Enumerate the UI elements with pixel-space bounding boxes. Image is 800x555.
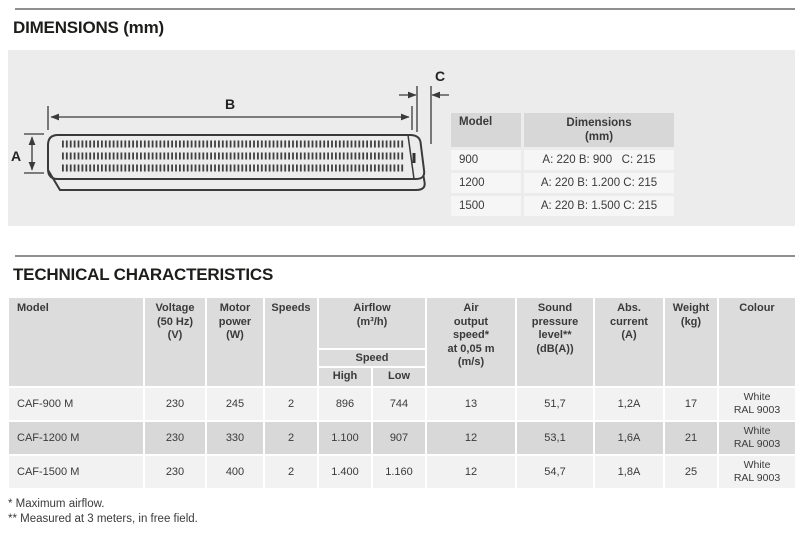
motor-power-value: 400	[207, 456, 263, 488]
col-weight: Weight (kg)	[665, 298, 717, 386]
air-output-speed-value: 12	[427, 456, 515, 488]
table-row: CAF-1500 M 230 400 2 1.400 1.160 12 54,7…	[9, 456, 795, 488]
footnote-measured: ** Measured at 3 meters, in free field.	[8, 513, 198, 525]
col-model: Model	[9, 298, 143, 386]
abs-current-value: 1,8A	[595, 456, 663, 488]
airflow-high-value: 1.400	[319, 456, 371, 488]
dimension-label-a: A	[11, 148, 21, 164]
col-abs-current: Abs. current (A)	[595, 298, 663, 386]
dimensions-table: Model Dimensions (mm) 900 A: 220 B: 900 …	[448, 110, 677, 219]
colour-value: White RAL 9003	[719, 456, 795, 488]
product-diagram: A B C	[11, 68, 449, 191]
footnotes: * Maximum airflow. ** Measured at 3 mete…	[8, 497, 800, 527]
sound-pressure-value: 54,7	[517, 456, 593, 488]
col-low: Low	[373, 368, 425, 386]
col-high: High	[319, 368, 371, 386]
model-value: CAF-1200 M	[9, 422, 143, 454]
dim-values: A: 220 B: 900 C: 215	[524, 150, 674, 170]
col-speed: Speed	[319, 350, 425, 366]
dim-model-value: 1500	[451, 196, 521, 216]
airflow-low-value: 1.160	[373, 456, 425, 488]
col-colour: Colour	[719, 298, 795, 386]
col-speeds: Speeds	[265, 298, 317, 386]
speeds-value: 2	[265, 388, 317, 420]
dimensions-heading: DIMENSIONS (mm)	[13, 18, 164, 37]
col-sound-pressure: Sound pressure level** (dB(A))	[517, 298, 593, 386]
speeds-value: 2	[265, 456, 317, 488]
weight-value: 17	[665, 388, 717, 420]
abs-current-value: 1,6A	[595, 422, 663, 454]
section-divider	[15, 255, 795, 257]
air-output-speed-value: 12	[427, 422, 515, 454]
technical-characteristics-table: Model Voltage (50 Hz) (V) Motor power (W…	[7, 296, 797, 490]
weight-value: 21	[665, 422, 717, 454]
table-row: 900 A: 220 B: 900 C: 215	[451, 150, 674, 170]
model-value: CAF-1500 M	[9, 456, 143, 488]
indicator-mark	[412, 153, 416, 163]
abs-current-value: 1,2A	[595, 388, 663, 420]
col-air-output-speed: Air output speed* at 0,05 m (m/s)	[427, 298, 515, 386]
dimensions-panel: A B C Model Dimensions (mm) 900 A	[8, 50, 795, 226]
voltage-value: 230	[145, 388, 205, 420]
dim-col-model: Model	[451, 113, 521, 147]
dim-model-value: 900	[451, 150, 521, 170]
speeds-value: 2	[265, 422, 317, 454]
grille-slots	[62, 140, 404, 172]
dimension-label-b: B	[225, 96, 235, 112]
voltage-value: 230	[145, 456, 205, 488]
air-curtain-body	[47, 134, 426, 180]
voltage-value: 230	[145, 422, 205, 454]
airflow-high-value: 1.100	[319, 422, 371, 454]
dim-values: A: 220 B: 1.200 C: 215	[524, 173, 674, 193]
table-row: CAF-1200 M 230 330 2 1.100 907 12 53,1 1…	[9, 422, 795, 454]
weight-value: 25	[665, 456, 717, 488]
sound-pressure-value: 51,7	[517, 388, 593, 420]
airflow-low-value: 907	[373, 422, 425, 454]
motor-power-value: 245	[207, 388, 263, 420]
model-value: CAF-900 M	[9, 388, 143, 420]
col-airflow: Airflow (m³/h)	[319, 298, 425, 348]
airflow-low-value: 744	[373, 388, 425, 420]
sound-pressure-value: 53,1	[517, 422, 593, 454]
footnote-max-airflow: * Maximum airflow.	[8, 498, 105, 510]
colour-value: White RAL 9003	[719, 388, 795, 420]
table-row: 1200 A: 220 B: 1.200 C: 215	[451, 173, 674, 193]
section-divider	[15, 8, 795, 10]
end-cap-line	[407, 134, 415, 180]
col-voltage: Voltage (50 Hz) (V)	[145, 298, 205, 386]
airflow-high-value: 896	[319, 388, 371, 420]
dim-col-dimensions: Dimensions (mm)	[524, 113, 674, 147]
technical-heading: TECHNICAL CHARACTERISTICS	[13, 265, 274, 284]
dim-values: A: 220 B: 1.500 C: 215	[524, 196, 674, 216]
colour-value: White RAL 9003	[719, 422, 795, 454]
dim-model-value: 1200	[451, 173, 521, 193]
dimension-label-c: C	[435, 68, 445, 84]
table-row: 1500 A: 220 B: 1.500 C: 215	[451, 196, 674, 216]
air-output-speed-value: 13	[427, 388, 515, 420]
air-curtain-underside	[47, 169, 426, 191]
col-motor-power: Motor power (W)	[207, 298, 263, 386]
motor-power-value: 330	[207, 422, 263, 454]
table-row: CAF-900 M 230 245 2 896 744 13 51,7 1,2A…	[9, 388, 795, 420]
